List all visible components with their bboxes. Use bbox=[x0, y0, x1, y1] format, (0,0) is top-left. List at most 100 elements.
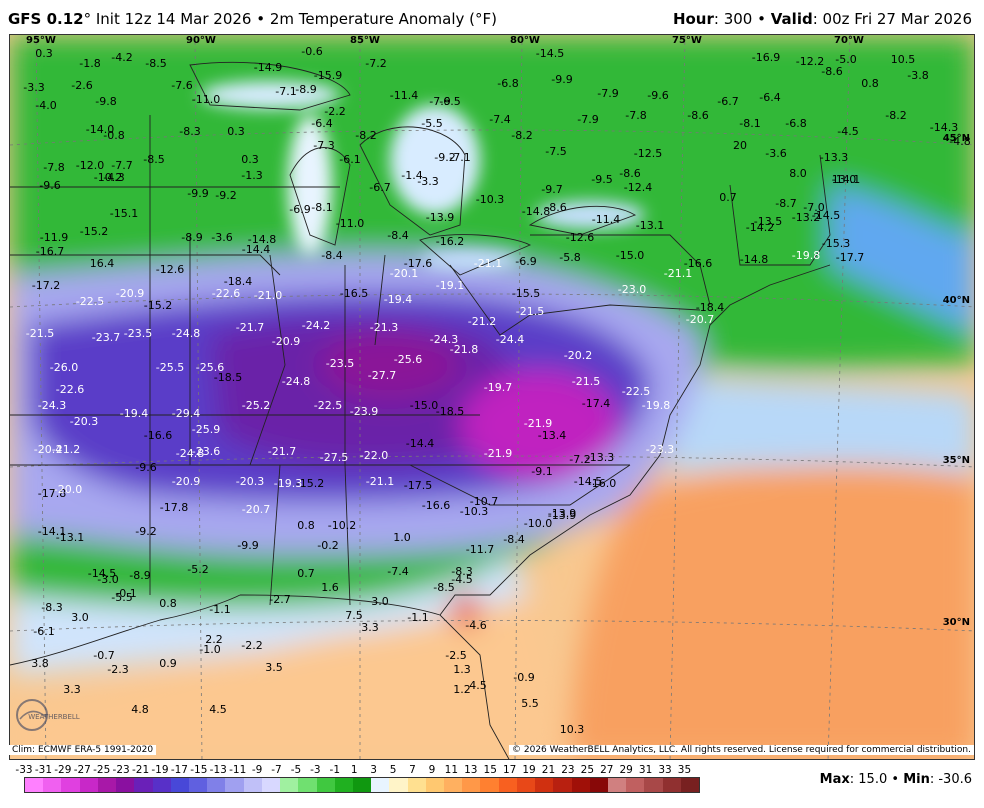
colorbar-swatch bbox=[316, 778, 335, 792]
anomaly-value-label: -16.6 bbox=[422, 499, 450, 512]
anomaly-value-label: -21.1 bbox=[366, 475, 394, 488]
colorbar-tick: -25 bbox=[93, 764, 111, 776]
anomaly-value-label: -14.5 bbox=[536, 47, 564, 60]
anomaly-value-label: 0.7 bbox=[719, 191, 737, 204]
anomaly-value-label: -15.0 bbox=[410, 399, 438, 412]
anomaly-value-label: -12.4 bbox=[624, 181, 652, 194]
anomaly-value-label: -8.4 bbox=[387, 229, 408, 242]
anomaly-map[interactable]: 0.3 -1.8 -4.2 -8.5 -0.6 -7.2 -14.5 -16.9 -12.2 -5… bbox=[9, 34, 975, 760]
anomaly-value-label: -13.3 bbox=[586, 451, 614, 464]
anomaly-labels: 0.3 -1.8 -4.2 -8.5 -0.6 -7.2 -14.5 -16.9 -12.2 -5… bbox=[23, 45, 970, 736]
anomaly-value-label: 0.3 bbox=[227, 125, 245, 138]
colorbar-tick: -33 bbox=[15, 764, 33, 776]
anomaly-value-label: -17.7 bbox=[836, 251, 864, 264]
anomaly-value-label: -14.8 bbox=[248, 233, 276, 246]
anomaly-value-label: -21.2 bbox=[52, 443, 80, 456]
anomaly-value-label: -11.0 bbox=[192, 93, 220, 106]
anomaly-value-label: -3.8 bbox=[907, 69, 928, 82]
anomaly-value-label: 2.2 bbox=[205, 633, 223, 646]
anomaly-value-label: -13.2 bbox=[792, 211, 820, 224]
colorbar-swatch bbox=[553, 778, 572, 792]
anomaly-value-label: -26.0 bbox=[50, 361, 78, 374]
anomaly-value-label: -2.7 bbox=[269, 593, 290, 606]
anomaly-value-label: -6.4 bbox=[311, 117, 332, 130]
colorbar-swatch bbox=[662, 778, 681, 792]
anomaly-value-label: -4.5 bbox=[837, 125, 858, 138]
anomaly-value-label: -21.9 bbox=[524, 417, 552, 430]
anomaly-value-label: -7.5 bbox=[545, 145, 566, 158]
min-label: Min bbox=[903, 772, 930, 787]
anomaly-value-label: -27.5 bbox=[320, 451, 348, 464]
colorbar-swatch bbox=[243, 778, 262, 792]
anomaly-value-label: -29.4 bbox=[172, 407, 200, 420]
anomaly-value-label: -21.1 bbox=[664, 267, 692, 280]
anomaly-value-label: -16.0 bbox=[588, 477, 616, 490]
anomaly-value-label: -23.6 bbox=[192, 445, 220, 458]
lon-label-85w: 85°W bbox=[350, 35, 380, 46]
anomaly-value-label: -1.1 bbox=[407, 611, 428, 624]
lon-label-95w: 95°W bbox=[26, 35, 56, 46]
anomaly-value-label: -18.4 bbox=[696, 301, 724, 314]
anomaly-value-label: -13.9 bbox=[548, 507, 576, 520]
anomaly-value-label: -16.9 bbox=[752, 51, 780, 64]
anomaly-value-label: -24.8 bbox=[176, 447, 204, 460]
anomaly-value-label: -3.3 bbox=[23, 81, 44, 94]
anomaly-value-label: -10.7 bbox=[470, 495, 498, 508]
anomaly-value-label: 1.6 bbox=[321, 581, 339, 594]
anomaly-value-label: -7.4 bbox=[387, 565, 408, 578]
colorbar-tick: -31 bbox=[34, 764, 52, 776]
anomaly-value-label: -25.5 bbox=[156, 361, 184, 374]
anomaly-value-label: -14.5 bbox=[574, 475, 602, 488]
colorbar-swatch bbox=[480, 778, 499, 792]
anomaly-value-label: -14.5 bbox=[812, 209, 840, 222]
anomaly-value-label: -0.8 bbox=[103, 129, 124, 142]
anomaly-value-label: -7.1 bbox=[449, 151, 470, 164]
anomaly-value-label: -6.9 bbox=[289, 203, 310, 216]
anomaly-value-label: -7.2 bbox=[365, 57, 386, 70]
anomaly-value-label: -7.8 bbox=[43, 161, 64, 174]
anomaly-value-label: -4.6 bbox=[465, 619, 486, 632]
anomaly-value-label: -17.2 bbox=[32, 279, 60, 292]
colorbar-tick: -17 bbox=[170, 764, 188, 776]
colorbar-swatch bbox=[498, 778, 517, 792]
anomaly-value-label: -8.6 bbox=[619, 167, 640, 180]
anomaly-value-label: -11.9 bbox=[40, 231, 68, 244]
anomaly-value-label: -8.6 bbox=[821, 65, 842, 78]
anomaly-value-label: -19.8 bbox=[792, 249, 820, 262]
anomaly-value-label: -14.8 bbox=[740, 253, 768, 266]
anomaly-value-label: 3.5 bbox=[265, 661, 283, 674]
anomaly-value-label: -12.5 bbox=[634, 147, 662, 160]
anomaly-value-label: -21.7 bbox=[268, 445, 296, 458]
colorbar-swatch bbox=[425, 778, 445, 792]
anomaly-value-label: -8.3 bbox=[179, 125, 200, 138]
anomaly-value-label: -22.0 bbox=[360, 449, 388, 462]
anomaly-value-label: 7.5 bbox=[345, 609, 363, 622]
anomaly-value-label: -17.6 bbox=[404, 257, 432, 270]
anomaly-value-label: -6.5 bbox=[439, 95, 460, 108]
anomaly-value-label: 0.8 bbox=[297, 519, 315, 532]
anomaly-value-label: -5.8 bbox=[559, 251, 580, 264]
anomaly-value-label: -14.3 bbox=[930, 121, 958, 134]
colorbar-tick: 35 bbox=[677, 764, 692, 776]
anomaly-value-label: -20.9 bbox=[172, 475, 200, 488]
anomaly-value-label: -21.3 bbox=[370, 321, 398, 334]
anomaly-value-label: -4.0 bbox=[35, 99, 56, 112]
colorbar-tick: 33 bbox=[658, 764, 672, 776]
colorbar-swatch bbox=[207, 778, 226, 792]
colorbar-tick: 27 bbox=[600, 764, 614, 776]
anomaly-value-label: -15.5 bbox=[512, 287, 540, 300]
anomaly-value-label: -6.8 bbox=[785, 117, 806, 130]
anomaly-value-label: -11.0 bbox=[336, 217, 364, 230]
valid-label: Valid bbox=[770, 10, 813, 28]
colorbar-tick: 31 bbox=[638, 764, 653, 776]
anomaly-value-label: -11.4 bbox=[390, 89, 418, 102]
anomaly-value-label: -16.5 bbox=[340, 287, 368, 300]
anomaly-value-label: -9.9 bbox=[551, 73, 572, 86]
anomaly-value-label: -15.0 bbox=[616, 249, 644, 262]
anomaly-value-label: -25.6 bbox=[196, 361, 224, 374]
anomaly-value-label: -13.9 bbox=[426, 211, 454, 224]
colorbar-tick: 17 bbox=[502, 764, 517, 776]
anomaly-value-label: 3.0 bbox=[71, 611, 89, 624]
colorbar-swatch bbox=[626, 778, 645, 792]
anomaly-value-label: 5.5 bbox=[521, 697, 539, 710]
